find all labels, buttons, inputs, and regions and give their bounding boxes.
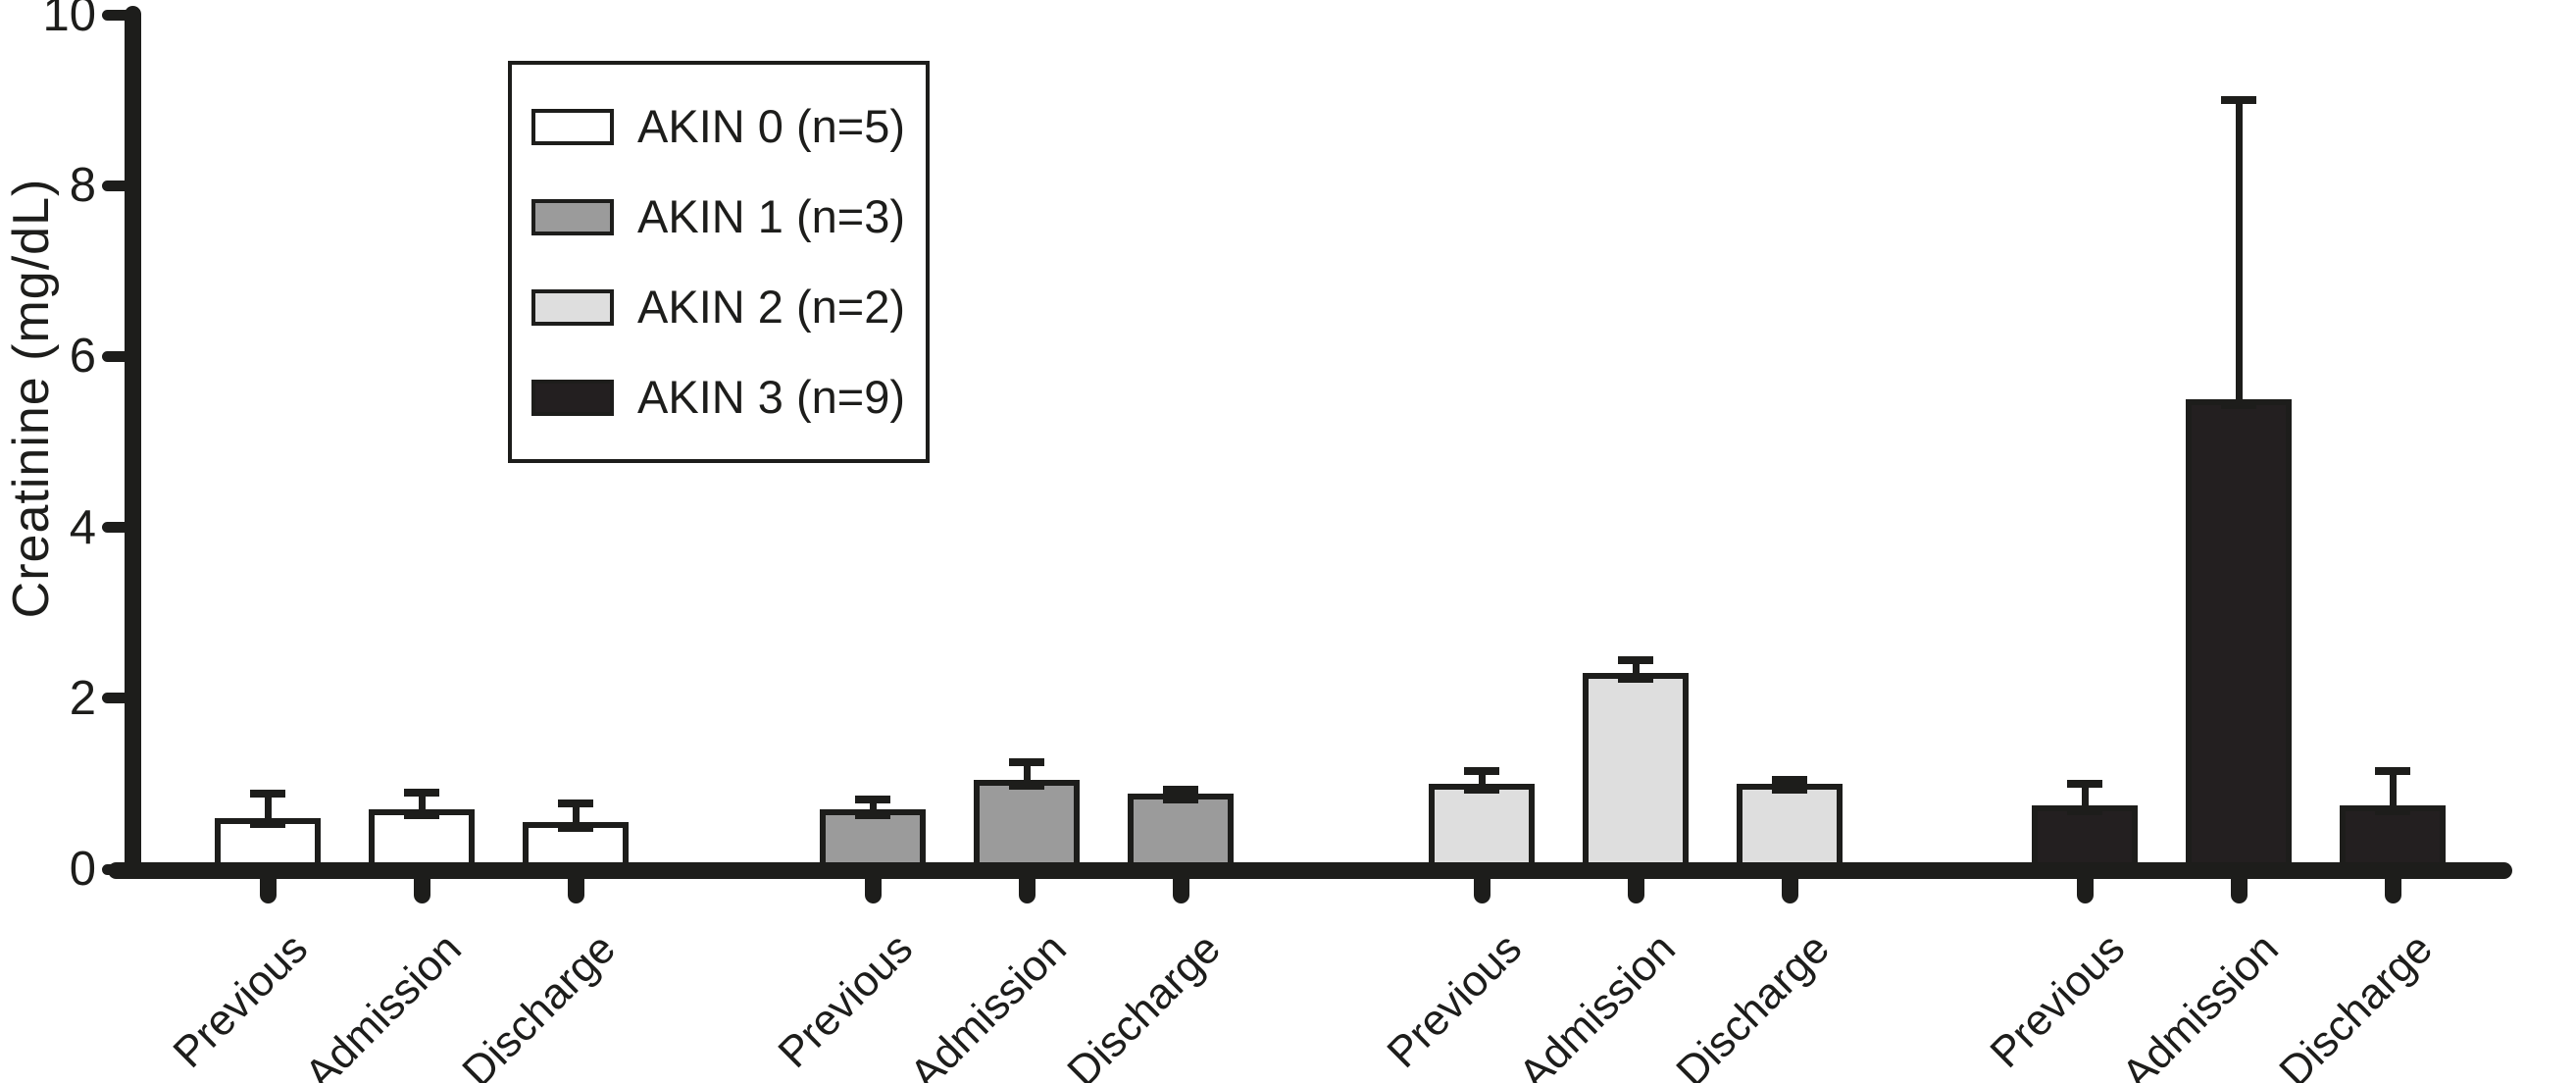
legend-item: AKIN 3 (n=9) <box>531 373 916 422</box>
x-tick <box>1627 877 1644 903</box>
error-bar-bottom-cap <box>1464 785 1499 794</box>
error-bar-top-cap <box>855 795 890 803</box>
error-bar-top-cap <box>404 788 439 797</box>
error-bar-bottom-cap <box>558 824 593 833</box>
error-bar-bottom-cap <box>1163 796 1198 804</box>
x-tick <box>1781 877 1798 903</box>
x-tick <box>1473 877 1490 903</box>
error-bar-bottom-cap <box>250 819 285 828</box>
error-bar-stem <box>418 792 426 812</box>
error-bar-bottom-cap <box>1009 781 1044 790</box>
x-tick-label: Admission <box>900 924 1076 1083</box>
y-axis-line <box>125 6 141 879</box>
bar-akin2-admission <box>1583 672 1689 875</box>
legend: AKIN 0 (n=5) AKIN 1 (n=3) AKIN 2 (n=2) AKIN… <box>508 61 930 463</box>
error-bar-top-cap <box>1009 758 1044 767</box>
legend-label: AKIN 2 (n=2) <box>637 281 905 333</box>
legend-item: AKIN 0 (n=5) <box>531 102 916 151</box>
error-bar-stem <box>1478 770 1486 786</box>
x-tick <box>2230 877 2248 903</box>
error-bar-top-cap <box>1772 775 1807 784</box>
x-tick-label: Previous <box>769 924 922 1077</box>
y-tick <box>102 180 127 191</box>
error-bar-top-cap <box>558 799 593 807</box>
legend-item: AKIN 2 (n=2) <box>531 283 916 332</box>
bar-akin3-admission <box>2186 398 2292 875</box>
error-bar-top-cap <box>2067 779 2102 788</box>
error-bar-stem <box>264 794 272 820</box>
error-bar-bottom-cap <box>1618 674 1653 683</box>
error-bar-stem <box>869 799 877 811</box>
x-tick-label: Previous <box>164 924 317 1077</box>
y-tick <box>102 693 127 704</box>
error-bar-stem <box>572 802 580 825</box>
x-tick-label: Admission <box>1509 924 1685 1083</box>
x-tick-label: Discharge <box>453 924 625 1083</box>
x-tick <box>2076 877 2094 903</box>
y-tick-label: 2 <box>69 671 96 725</box>
y-tick-label: 0 <box>69 843 96 896</box>
error-bar-top-cap <box>1618 655 1653 664</box>
error-bar-stem <box>1023 762 1031 782</box>
legend-label: AKIN 1 (n=3) <box>637 190 905 242</box>
error-bar-top-cap <box>1163 785 1198 794</box>
x-tick <box>567 877 584 903</box>
error-bar-top-cap <box>2375 766 2410 775</box>
y-tick-label: 4 <box>69 500 96 554</box>
y-tick-label: 8 <box>69 159 96 213</box>
y-tick-label: 6 <box>69 330 96 384</box>
x-tick <box>1018 877 1035 903</box>
x-tick <box>2384 877 2401 903</box>
x-tick <box>259 877 277 903</box>
x-axis-line <box>108 862 2512 879</box>
x-tick <box>413 877 430 903</box>
x-tick-label: Discharge <box>1667 924 1839 1083</box>
legend-swatch <box>531 379 614 416</box>
legend-label: AKIN 0 (n=5) <box>637 100 905 152</box>
error-bar-top-cap <box>2221 96 2256 105</box>
x-tick-label: Previous <box>1981 924 2134 1077</box>
x-tick-label: Previous <box>1378 924 1531 1077</box>
legend-item: AKIN 1 (n=3) <box>531 192 916 241</box>
y-tick <box>102 9 127 21</box>
error-bar-stem <box>2081 783 2089 807</box>
error-bar-top-cap <box>1464 766 1499 775</box>
x-tick-label: Discharge <box>1058 924 1230 1083</box>
legend-swatch <box>531 198 614 235</box>
error-bar-stem <box>2389 770 2397 807</box>
x-tick-label: Admission <box>295 924 471 1083</box>
error-bar-bottom-cap <box>2375 806 2410 815</box>
x-tick-label: Discharge <box>2270 924 2442 1083</box>
error-bar-stem <box>2235 100 2243 401</box>
y-tick <box>102 863 127 875</box>
y-tick <box>102 522 127 534</box>
y-tick-label: 10 <box>42 0 96 41</box>
error-bar-bottom-cap <box>2221 400 2256 409</box>
legend-swatch <box>531 108 614 145</box>
error-bar-stem <box>1632 659 1640 675</box>
error-bar-bottom-cap <box>2067 806 2102 815</box>
legend-label: AKIN 3 (n=9) <box>637 371 905 423</box>
x-tick-label: Admission <box>2112 924 2288 1083</box>
error-bar-bottom-cap <box>404 811 439 820</box>
error-bar-bottom-cap <box>1772 785 1807 794</box>
x-tick <box>864 877 882 903</box>
error-bar-bottom-cap <box>855 811 890 820</box>
legend-swatch <box>531 288 614 326</box>
x-tick <box>1172 877 1189 903</box>
y-tick <box>102 350 127 362</box>
error-bar-top-cap <box>250 790 285 799</box>
bar-akin1-admission <box>974 779 1080 875</box>
bar-akin2-previous <box>1429 783 1535 875</box>
